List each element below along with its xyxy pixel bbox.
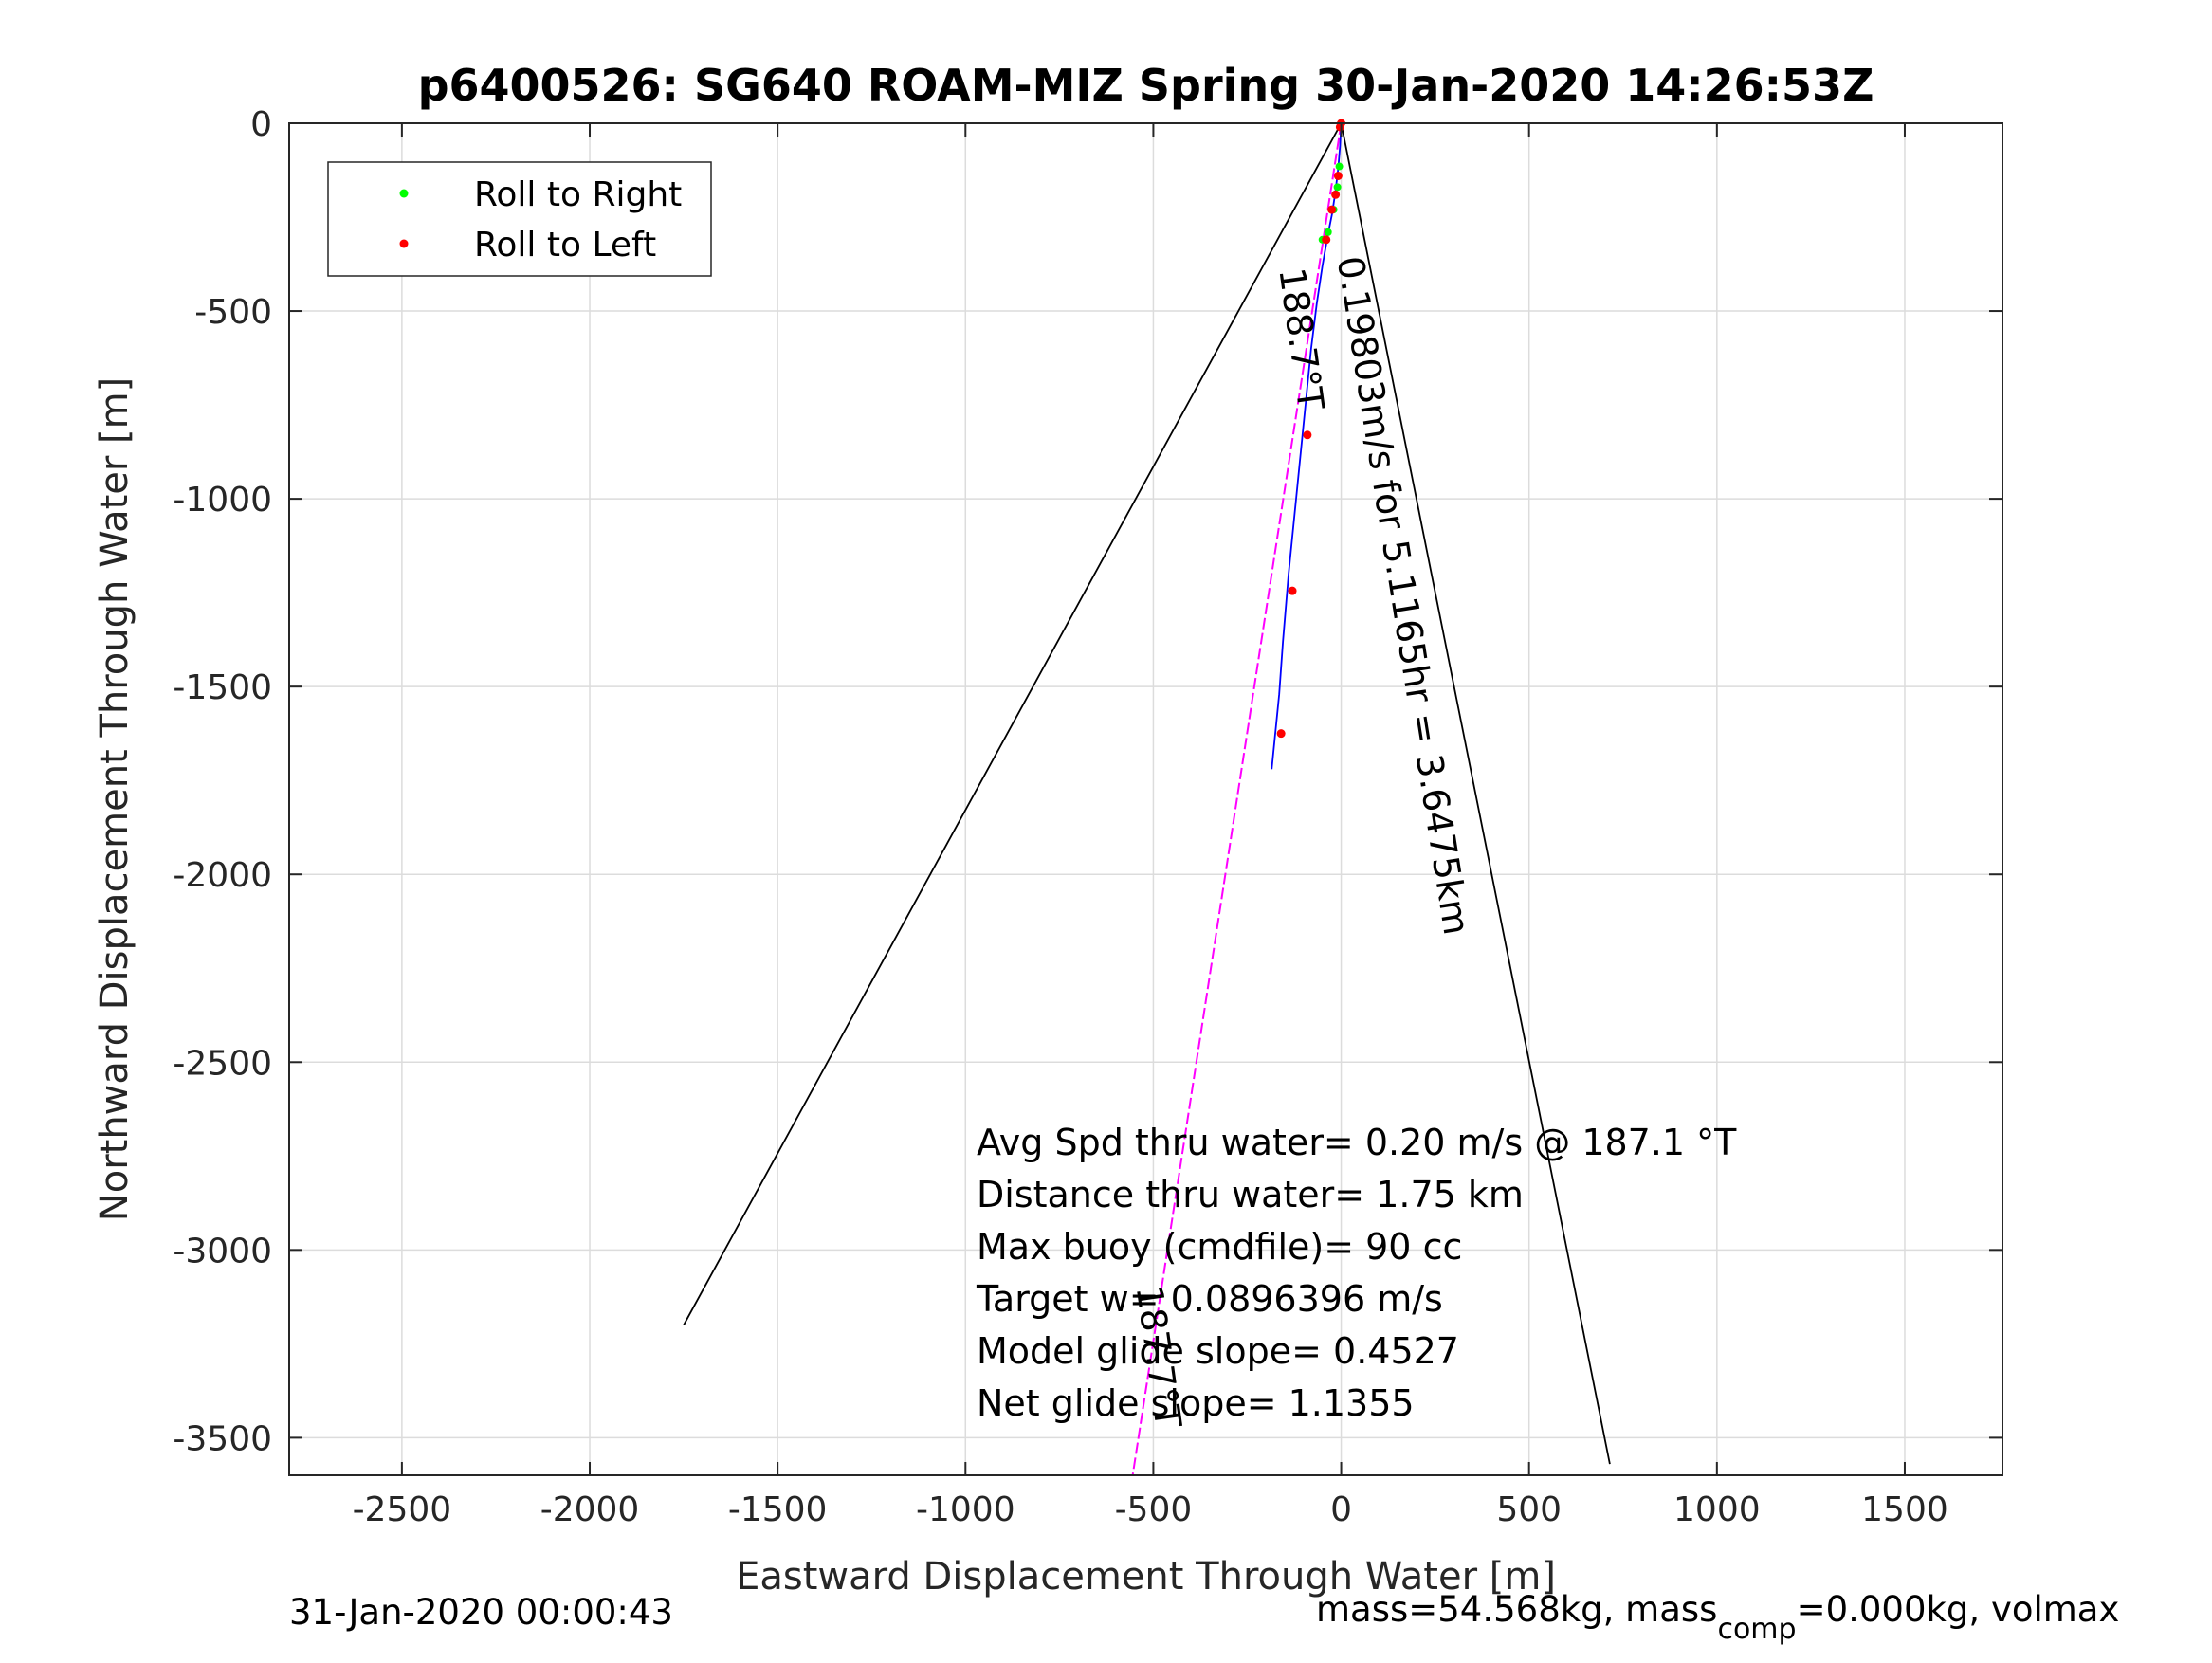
annotation-line: Distance thru water= 1.75 km bbox=[977, 1174, 1524, 1215]
roll-left-point bbox=[1303, 430, 1312, 440]
footer-mass-prefix: mass=54.568kg, mass bbox=[1316, 1589, 1717, 1630]
annotation-line: Model glide slope= 0.4527 bbox=[977, 1330, 1459, 1372]
legend-box bbox=[327, 161, 712, 277]
data-layer: 188.7°T0.19803m/s for 5.1165hr = 3.6475k… bbox=[683, 119, 1611, 1476]
roll-left-point bbox=[1288, 586, 1297, 595]
legend-marker-roll-right bbox=[399, 189, 409, 198]
annotation-block: Avg Spd thru water= 0.20 m/s @ 187.1 °T D… bbox=[976, 1122, 1737, 1424]
y-tick-label: -500 bbox=[194, 293, 272, 332]
roll-right-point bbox=[1324, 228, 1332, 236]
x-tick-label: 1000 bbox=[1673, 1490, 1761, 1529]
x-tick-label: -2000 bbox=[540, 1490, 640, 1529]
x-tick-label: 500 bbox=[1496, 1490, 1562, 1529]
cone-line-0 bbox=[683, 122, 1343, 1325]
x-axis-label: Eastward Displacement Through Water [m] bbox=[736, 1555, 1556, 1599]
footer-mass-suffix: =0.000kg, volmax bbox=[1797, 1589, 2120, 1630]
x-tick-label: 0 bbox=[1330, 1490, 1352, 1529]
heading-line bbox=[1131, 122, 1343, 1476]
y-tick-label: -3000 bbox=[173, 1232, 272, 1270]
footer-mass-subscript: comp bbox=[1717, 1613, 1796, 1646]
tick-layer: -2500 -2000 -1500 -1000 -500 0 500 1000 1500 0 -50… bbox=[173, 105, 2002, 1529]
annotation-line: Avg Spd thru water= 0.20 m/s @ 187.1 °T bbox=[977, 1122, 1737, 1163]
x-tick-label: 1500 bbox=[1861, 1490, 1948, 1529]
rotated-label-0: 188.7°T bbox=[1271, 265, 1332, 413]
annotation-line: Target w= 0.0896396 m/s bbox=[976, 1278, 1443, 1320]
roll-left-point bbox=[1322, 235, 1331, 245]
roll-left-point bbox=[1331, 190, 1341, 199]
track-line bbox=[1271, 122, 1343, 770]
x-tick-label: -2500 bbox=[353, 1490, 452, 1529]
rotated-label-1: 0.19803m/s for 5.1165hr = 3.6475km bbox=[1329, 253, 1478, 938]
y-axis-label: Northward Displacement Through Water [m] bbox=[93, 377, 137, 1221]
footer-timestamp: 31-Jan-2020 00:00:43 bbox=[289, 1592, 673, 1633]
legend-label-roll-left: Roll to Left bbox=[474, 226, 656, 265]
x-tick-label: -500 bbox=[1115, 1490, 1193, 1529]
roll-right-point bbox=[1333, 183, 1342, 192]
y-tick-label: -3500 bbox=[173, 1419, 272, 1458]
footer-mass-info: mass=54.568kg, masscomp=0.000kg, volmax bbox=[1316, 1589, 2119, 1646]
cone-line-1 bbox=[1340, 122, 1611, 1465]
annotation-line: Max buoy (cmdfile)= 90 cc bbox=[977, 1226, 1462, 1268]
y-tick-label: 0 bbox=[250, 105, 272, 144]
roll-left-point bbox=[1327, 205, 1337, 214]
axes-box bbox=[288, 122, 2003, 1476]
x-tick-label: -1000 bbox=[916, 1490, 1015, 1529]
roll-left-point bbox=[1333, 171, 1343, 180]
chart-title: p6400526: SG640 ROAM-MIZ Spring 30-Jan-2… bbox=[418, 60, 1874, 111]
x-tick-label: -1500 bbox=[728, 1490, 828, 1529]
legend: Roll to Right Roll to Left bbox=[327, 161, 712, 277]
grid-layer bbox=[289, 122, 2002, 1475]
y-tick-label: -1000 bbox=[173, 481, 272, 520]
roll-right-point bbox=[1335, 162, 1344, 171]
roll-left-point bbox=[1276, 729, 1286, 739]
legend-marker-roll-left bbox=[399, 239, 409, 248]
y-tick-label: -2500 bbox=[173, 1044, 272, 1083]
y-tick-label: -1500 bbox=[173, 668, 272, 707]
y-tick-label: -2000 bbox=[173, 856, 272, 895]
roll-left-point bbox=[1335, 122, 1344, 132]
legend-label-roll-right: Roll to Right bbox=[474, 175, 682, 214]
annotation-line: Net glide slope= 1.1355 bbox=[977, 1382, 1415, 1424]
